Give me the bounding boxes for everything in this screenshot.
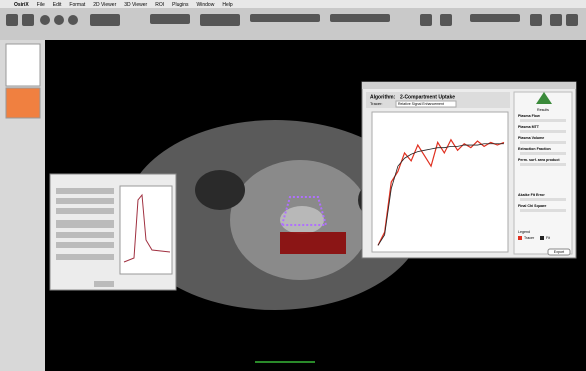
result-label: Plasma MTT bbox=[518, 125, 540, 129]
mri-structure bbox=[195, 170, 245, 210]
thumbnail-selected[interactable] bbox=[5, 87, 41, 119]
result-value bbox=[520, 141, 566, 144]
fit-line bbox=[377, 143, 504, 246]
legend-title: Legend bbox=[518, 230, 530, 234]
export-label: Export bbox=[554, 250, 564, 254]
result-value bbox=[520, 163, 566, 166]
menu-item[interactable]: 3D Viewer bbox=[124, 2, 147, 8]
toolbar bbox=[0, 8, 586, 40]
result-label: Final Chi Square bbox=[518, 204, 546, 208]
result-value bbox=[520, 130, 566, 133]
menu-item[interactable]: 2D Viewer bbox=[93, 2, 116, 8]
plot-area bbox=[371, 111, 509, 253]
roi[interactable] bbox=[280, 196, 328, 226]
menu-item[interactable]: Help bbox=[222, 2, 233, 8]
result-label: Plasma Volume bbox=[518, 136, 544, 140]
window-titlebar bbox=[362, 82, 576, 89]
roi-panel-controls bbox=[56, 188, 114, 287]
menu-item[interactable]: ROI bbox=[155, 2, 164, 8]
menu-item[interactable]: File bbox=[37, 2, 45, 8]
menu-item[interactable]: Format bbox=[69, 2, 85, 8]
roi-mini-plot bbox=[119, 185, 173, 275]
menu-item[interactable]: Edit bbox=[53, 2, 62, 8]
result-value bbox=[520, 209, 566, 212]
algorithm: 2-Compartment Uptake bbox=[400, 94, 455, 100]
toolbar-icons bbox=[6, 14, 578, 26]
legend-label: Fit bbox=[546, 236, 550, 240]
menu-item[interactable]: Window bbox=[197, 2, 215, 8]
result-label: Plasma Flow bbox=[518, 114, 540, 118]
legend-label: Tracer bbox=[524, 236, 535, 240]
mri-prostate bbox=[280, 206, 324, 234]
thumbnail[interactable] bbox=[5, 43, 41, 87]
menu-item[interactable]: Plugins bbox=[172, 2, 189, 8]
roi-mini-curve bbox=[123, 193, 171, 263]
tracer-label: Tracer: bbox=[370, 101, 383, 106]
results-title: Results bbox=[537, 108, 549, 112]
menu-bar bbox=[0, 0, 586, 8]
legend-swatch bbox=[518, 236, 522, 240]
result-value bbox=[520, 119, 566, 122]
export-button[interactable] bbox=[547, 248, 571, 256]
menu-item[interactable]: OsiriX bbox=[14, 2, 29, 8]
tracer-select[interactable] bbox=[395, 100, 457, 108]
legend-swatch bbox=[540, 236, 544, 240]
result-value bbox=[520, 198, 566, 201]
result-value bbox=[520, 152, 566, 155]
algorithm-label: Algorithm: bbox=[370, 94, 396, 100]
tracer: Relative Signal Enhancement bbox=[398, 102, 444, 106]
result-label: Extraction Fraction bbox=[518, 147, 551, 151]
result-label: Perm. surf. area product bbox=[518, 158, 560, 162]
roi-info bbox=[280, 232, 346, 254]
scrollbar[interactable] bbox=[255, 361, 315, 363]
result-label: Akaike Fit Error bbox=[518, 193, 545, 197]
app-icon bbox=[536, 92, 552, 104]
